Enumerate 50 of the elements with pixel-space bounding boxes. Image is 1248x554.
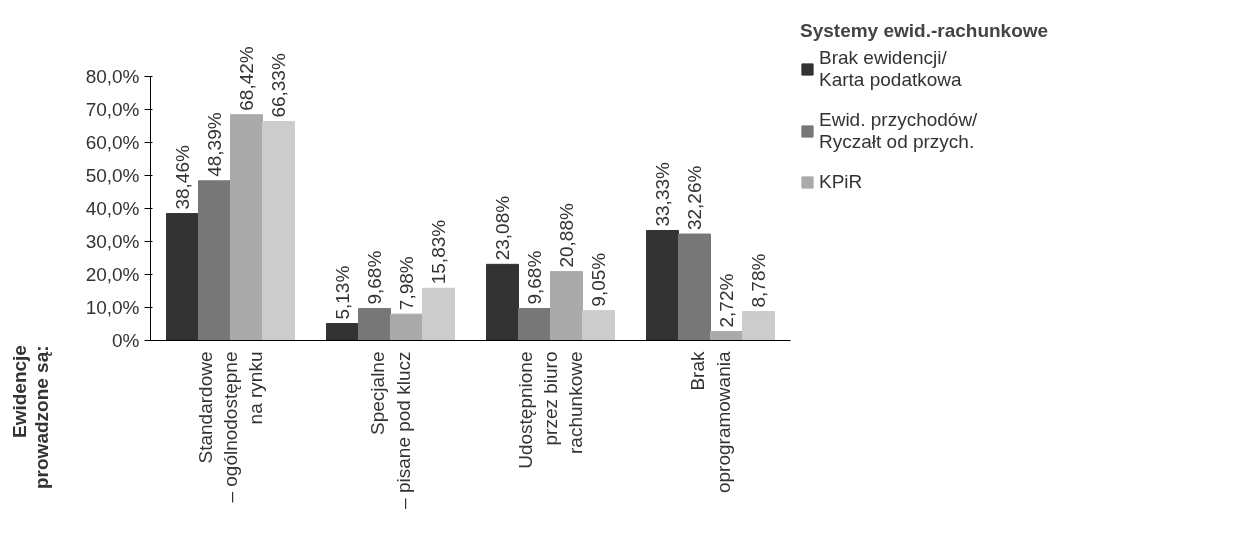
data-label: 20,88% (556, 203, 577, 268)
data-label: 68,42% (236, 46, 257, 111)
bar (390, 313, 423, 341)
y-tick-label: 60,0% (85, 132, 140, 153)
data-label: 48,39% (204, 112, 225, 177)
data-label: 15,83% (428, 219, 449, 285)
bar (710, 331, 743, 341)
legend-title: Systemy ewid.-rachunkowe (800, 20, 1049, 42)
text: Ewidencje prowadzone są: (9, 345, 53, 491)
data-label: 23,08% (492, 195, 513, 261)
y-tick-label: 80,0% (85, 66, 140, 87)
data-label: 38,46% (172, 145, 193, 210)
data-label: 9,68% (524, 250, 545, 305)
y-tick-label: 70,0% (85, 99, 140, 120)
legend-label: Ewid. przychodów/ Ryczałt od przych. (819, 109, 978, 153)
data-label: 7,98% (396, 256, 417, 311)
data-label: 2,72% (716, 273, 737, 328)
y-tick-label: 30,0% (85, 231, 140, 252)
bar (678, 233, 711, 341)
y-tick-label: 0% (112, 330, 140, 351)
x-tick-label: Brak oprogramowania (687, 351, 734, 494)
x-tick-label: Udostępnione przez biuro rachunkowe (514, 351, 587, 469)
bar (198, 180, 231, 341)
bar (326, 323, 359, 341)
bar (646, 230, 679, 341)
x-tick-label: Standardowe – ogólnodostępne na rynku (194, 351, 267, 503)
bar (550, 271, 583, 341)
bar (742, 311, 775, 341)
bar (422, 287, 455, 341)
y-tick-label: 20,0% (85, 264, 140, 285)
bar (230, 114, 263, 341)
data-label: 32,26% (684, 165, 705, 231)
y-tick-label: 50,0% (85, 165, 140, 186)
x-tick-label: Specjalne – pisane pod klucz (367, 351, 414, 509)
bar (358, 308, 391, 341)
legend-label: Brak ewidencji/ Karta podatkowa (819, 47, 962, 91)
data-label: 33,33% (652, 161, 673, 227)
bar (518, 308, 551, 341)
data-label: 66,33% (268, 53, 289, 118)
legend-label: KPiR (819, 171, 863, 193)
bar (486, 263, 519, 341)
bar (582, 310, 615, 341)
data-label: 8,78% (748, 253, 769, 308)
data-label: 9,68% (364, 250, 385, 305)
data-label: 5,13% (332, 265, 353, 320)
y-tick-label: 10,0% (85, 297, 140, 318)
bar (166, 213, 199, 341)
bar (262, 121, 295, 341)
data-label: 9,05% (588, 252, 609, 307)
y-tick-label: 40,0% (85, 198, 140, 219)
